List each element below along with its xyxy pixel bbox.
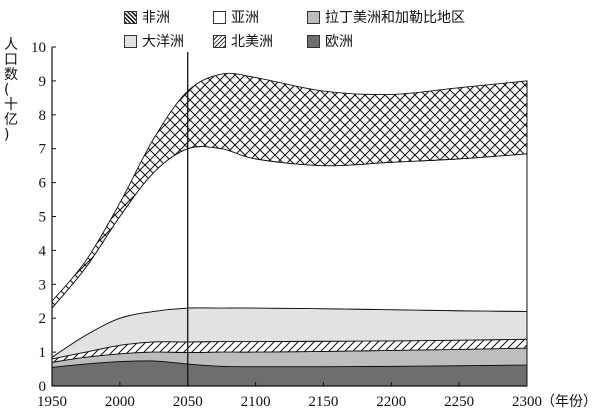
- y-tick-label: 5: [39, 210, 47, 226]
- y-tick-label: 0: [39, 379, 47, 395]
- y-axis-label-char: 口: [4, 52, 18, 68]
- x-tick-label: 2100: [241, 394, 271, 410]
- legend-item-asia: 亚洲: [213, 7, 259, 27]
- x-tick-label: 2150: [308, 394, 338, 410]
- y-axis-label-char: 人: [4, 37, 18, 53]
- y-tick-label: 4: [39, 243, 47, 259]
- legend-label-north-america: 北美洲: [231, 34, 273, 50]
- y-axis-label-char: 亿: [4, 112, 18, 128]
- y-tick-label: 8: [39, 108, 47, 124]
- y-axis-label-char: 数: [4, 67, 18, 83]
- y-tick-label: 7: [39, 142, 47, 158]
- legend-item-latin-america: 拉丁美洲和加勒比地区: [307, 7, 465, 27]
- x-tick-label: 2000: [105, 394, 135, 410]
- y-tick-label: 10: [31, 40, 46, 56]
- y-tick-label: 6: [39, 176, 47, 192]
- x-axis-unit-label: （年份）: [541, 394, 597, 410]
- legend-label-africa: 非洲: [142, 10, 170, 26]
- x-tick-label: 2250: [444, 394, 474, 410]
- legend-swatch-north-america: [213, 34, 226, 48]
- legend-swatch-oceania: [124, 34, 137, 48]
- x-tick-label: 2200: [376, 394, 406, 410]
- y-axis-label-char: ): [4, 127, 10, 143]
- y-tick-label: 9: [39, 74, 47, 90]
- legend-item-oceania: 大洋洲: [124, 31, 184, 51]
- y-axis-label-char: 十: [4, 97, 18, 113]
- x-tick-label: 2300: [512, 394, 542, 410]
- x-tick-label: 2050: [173, 394, 203, 410]
- legend-swatch-africa: [124, 10, 137, 24]
- legend-item-north-america: 北美洲: [213, 31, 273, 51]
- legend-swatch-europe: [307, 34, 320, 48]
- y-axis-label-char: (: [4, 82, 10, 98]
- legend-label-oceania: 大洋洲: [142, 34, 184, 50]
- y-tick-label: 3: [39, 277, 47, 293]
- y-tick-label: 2: [39, 311, 47, 327]
- y-axis-label: 人 口 数 ( 十 亿 ): [4, 38, 18, 143]
- legend-item-africa: 非洲: [124, 7, 170, 27]
- legend-swatch-latin-america: [307, 10, 320, 24]
- legend-label-latin-america: 拉丁美洲和加勒比地区: [325, 10, 465, 26]
- y-tick-label: 1: [39, 345, 47, 361]
- legend-label-asia: 亚洲: [231, 10, 259, 26]
- legend-swatch-asia: [213, 10, 226, 24]
- legend-item-europe: 欧洲: [307, 31, 353, 51]
- x-tick-label: 1950: [37, 394, 67, 410]
- legend-label-europe: 欧洲: [325, 34, 353, 50]
